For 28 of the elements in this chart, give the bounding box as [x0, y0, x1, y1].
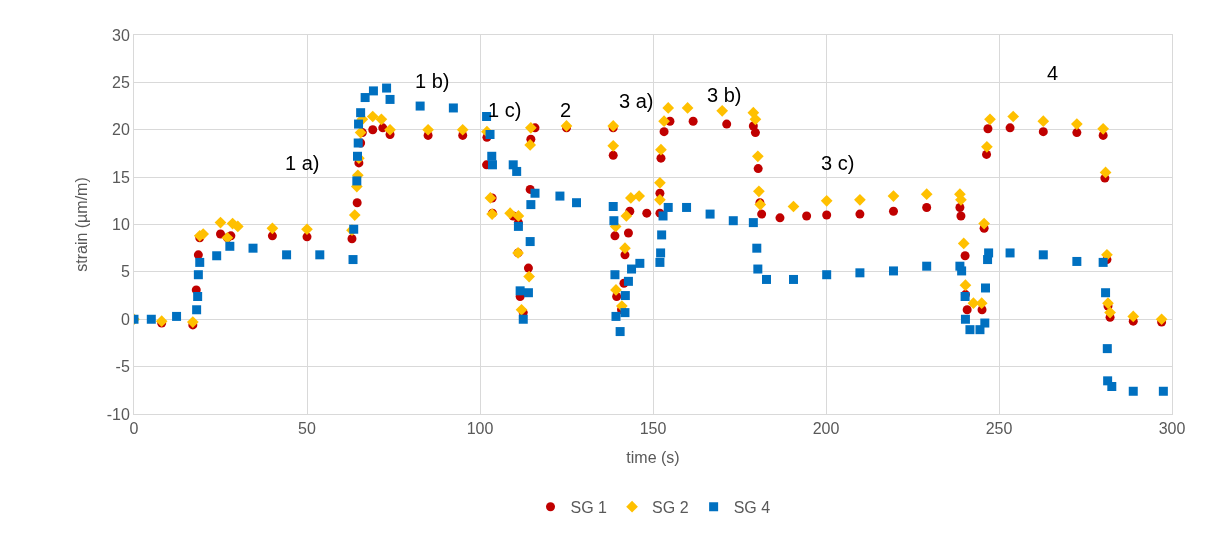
annotation: 1 b): [415, 70, 450, 92]
annotation: 3 a): [619, 90, 654, 112]
x-tick-label: 50: [298, 420, 316, 438]
annotation: 2: [560, 99, 572, 121]
legend-label: SG 4: [733, 498, 771, 516]
x-axis-title: time (s): [626, 448, 680, 466]
x-tick-label: 300: [1158, 420, 1186, 438]
x-tick-label: 200: [812, 420, 840, 438]
y-tick-label: 25: [112, 73, 130, 91]
x-tick-label: 100: [466, 420, 494, 438]
x-tick-label: 150: [639, 420, 667, 438]
y-axis-title: strain (µm/m): [72, 177, 90, 272]
x-tick-label: 250: [985, 420, 1013, 438]
y-tick-label: 15: [112, 168, 130, 186]
y-tick-label: 20: [112, 121, 130, 139]
y-tick-label: 0: [120, 310, 130, 328]
legend-label: SG 2: [652, 498, 689, 516]
legend-label: SG 1: [570, 498, 608, 516]
y-tick-label: -10: [106, 405, 130, 423]
annotation: 1 c): [488, 99, 522, 121]
annotation: 3 c): [821, 152, 855, 174]
annotation: 4: [1047, 62, 1059, 84]
y-tick-label: 5: [120, 263, 130, 281]
y-tick-label: -5: [115, 358, 130, 376]
y-tick-label: 30: [112, 26, 130, 44]
y-tick-label: 10: [112, 216, 130, 234]
annotation: 1 a): [285, 152, 320, 174]
annotation: 3 b): [707, 84, 742, 106]
